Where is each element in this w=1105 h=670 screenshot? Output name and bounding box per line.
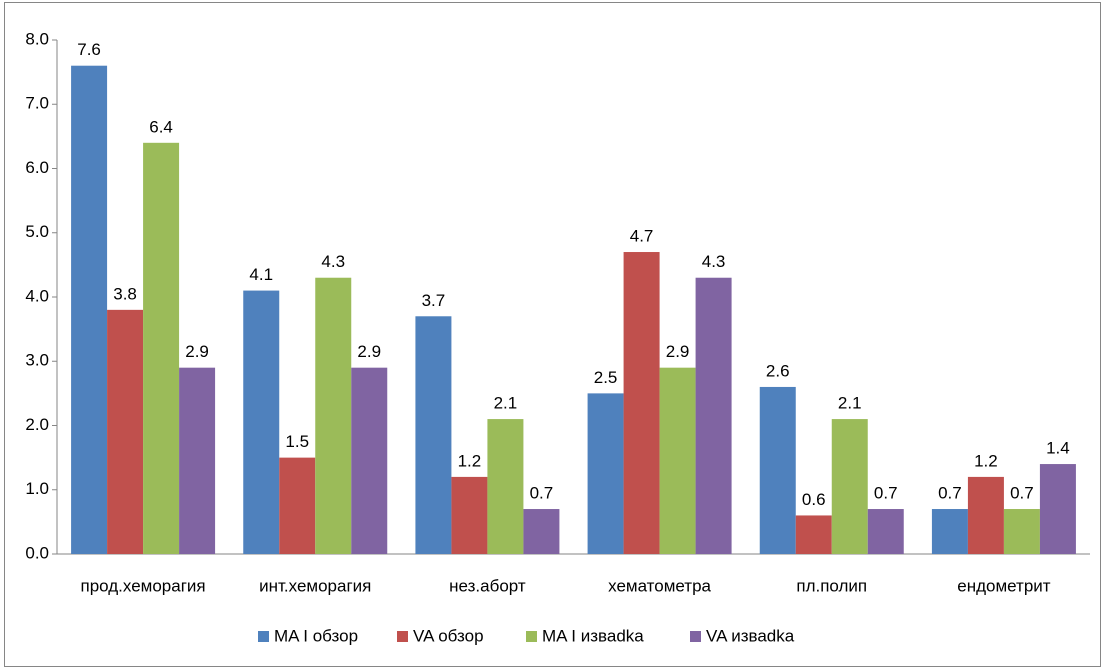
x-tick-label: ендометрит [957,576,1051,595]
bar [623,252,660,554]
bar [931,509,968,554]
chart-border [4,2,1101,667]
legend-label: VA обзор [413,626,484,645]
data-label: 3.7 [422,291,446,310]
data-label: 2.6 [766,361,790,380]
data-label: 2.9 [357,342,381,361]
data-label: 2.9 [185,342,209,361]
data-label: 0.6 [802,490,826,509]
y-tick-label: 8.0 [25,29,49,48]
x-tick-label: инт.хеморагия [259,576,371,595]
bar [587,393,624,554]
legend-swatch [258,631,269,642]
x-tick-label: прод.хеморагия [81,576,206,595]
data-label: 1.5 [285,432,309,451]
y-tick-label: 5.0 [25,222,49,241]
bar [279,457,316,554]
bar [143,142,180,555]
bar [795,515,832,554]
data-label: 4.7 [630,227,654,246]
data-label: 2.5 [594,368,618,387]
x-tick-label: нез.аборт [449,576,526,595]
data-label: 1.2 [974,451,998,470]
y-tick-label: 3.0 [25,351,49,370]
y-tick-label: 6.0 [25,158,49,177]
y-tick-label: 4.0 [25,286,49,305]
data-label: 6.4 [149,117,173,136]
bar [1003,509,1040,554]
data-label: 0.7 [874,484,898,503]
data-label: 2.1 [838,394,862,413]
data-label: 1.2 [458,451,482,470]
bar [71,65,108,554]
y-tick-label: 7.0 [25,94,49,113]
bar [1039,464,1076,554]
y-tick-label: 2.0 [25,415,49,434]
data-label: 1.4 [1046,439,1070,458]
legend-label: MA I обзор [274,626,358,645]
bar [487,419,524,554]
bar [831,419,868,554]
bar [867,509,904,554]
data-label: 4.3 [702,252,726,271]
data-label: 4.3 [321,252,345,271]
data-label: 2.1 [494,394,518,413]
y-tick-label: 1.0 [25,479,49,498]
legend-label: MA I изваdka [542,626,644,645]
bar [351,367,388,554]
data-label: 0.7 [938,484,962,503]
bar [695,277,732,554]
data-label: 2.9 [666,342,690,361]
bar [107,309,144,554]
bar [243,290,280,554]
data-label: 7.6 [77,40,101,59]
data-label: 4.1 [249,265,273,284]
data-label: 3.8 [113,284,137,303]
bar [523,509,560,554]
legend-swatch [526,631,537,642]
bar [315,277,352,554]
legend-swatch [397,631,408,642]
x-tick-label: хематометра [608,576,711,595]
bar [659,367,696,554]
bar [415,316,452,554]
y-tick-label: 0.0 [25,543,49,562]
data-label: 0.7 [530,484,554,503]
x-tick-label: пл.полип [796,576,867,595]
bar [967,476,1004,554]
legend-swatch [690,631,701,642]
legend-label: VA изваdka [706,626,795,645]
bar [179,367,216,554]
data-label: 0.7 [1010,484,1034,503]
bar [759,386,796,554]
bar [451,476,488,554]
